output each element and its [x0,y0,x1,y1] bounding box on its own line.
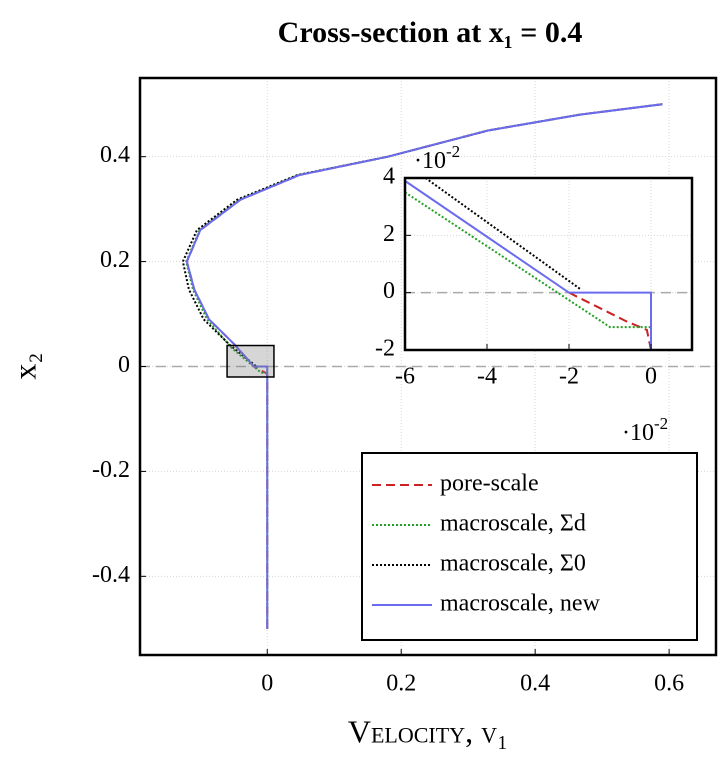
y-axis-label: x₂ [6,352,42,379]
x-tick-label: 0.6 [654,671,684,697]
multiplier-exponent: -2 [446,142,460,161]
x-tick-label: -6 [395,364,415,390]
multiplier-exponent: -2 [654,414,668,433]
y-tick-label: 4 [383,164,395,190]
plot-area [140,78,716,655]
series-line [405,180,652,350]
x-tick-label: 0 [261,671,273,697]
x-tick-label: 0.4 [520,671,550,697]
x-axis-label: Velocity, v₁ [348,713,508,749]
plot-frame [138,76,718,657]
legend-label: pore-scale [440,471,539,497]
axis-multiplier: ·10-2 [414,142,460,174]
plot-area [405,178,692,350]
x-tick-label: -4 [477,364,497,390]
x-tick-label: 0 [645,364,657,390]
series-line [185,103,663,629]
axis-multiplier: ·10-2 [622,414,668,446]
y-tick-label: -0.2 [92,457,130,483]
y-tick-label: -0.4 [92,562,130,588]
series-line [568,291,652,350]
y-tick-label: 0.4 [100,142,130,168]
y-tick-label: 0.2 [100,247,130,273]
y-tick-label: -2 [375,336,395,362]
legend-label: macroscale, Σ0 [440,551,586,577]
plot-background [405,178,692,350]
plot-frame [403,176,694,352]
multiplier-base: ·10 [622,420,654,446]
legend-label: macroscale, new [440,591,601,617]
chart-title: Cross-section at x₁ = 0.4 [278,16,583,49]
x-tick-label: 0.2 [386,671,416,697]
y-tick-label: 0 [383,278,395,304]
y-tick-label: 0 [118,352,130,378]
x-tick-label: -2 [559,364,579,390]
multiplier-base: ·10 [414,148,446,174]
zoom-box [226,344,275,378]
legend-label: macroscale, Σd [440,511,586,537]
y-tick-label: 2 [383,221,395,247]
